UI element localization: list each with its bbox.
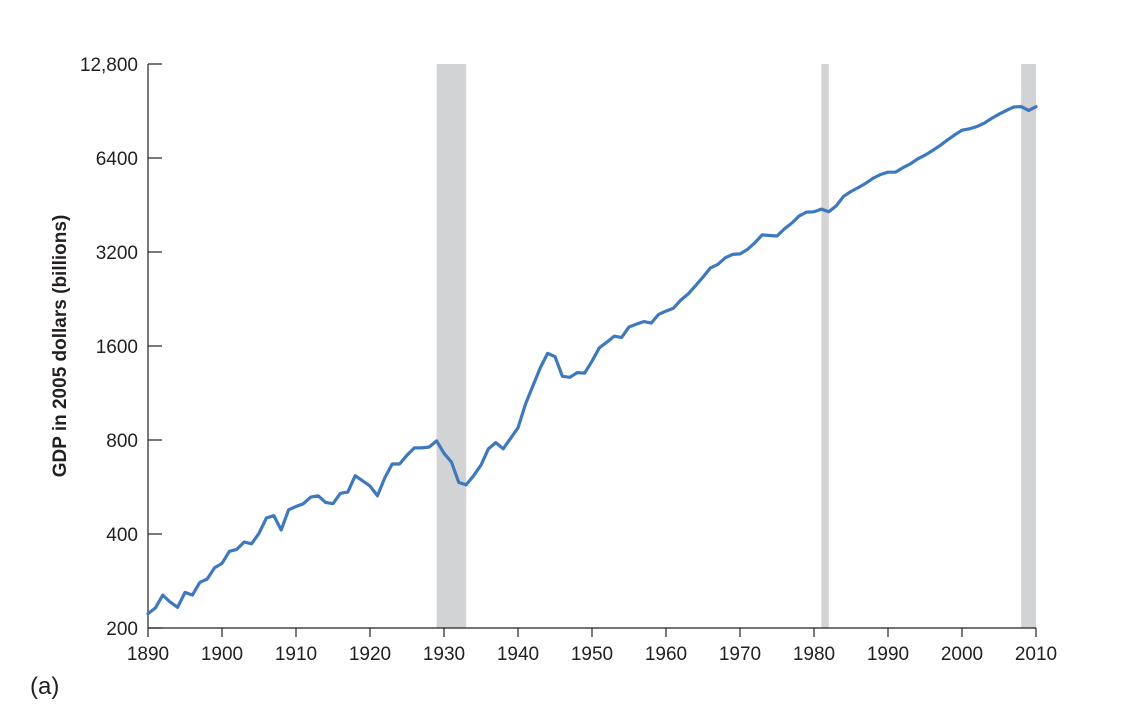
x-tick-label: 1980 bbox=[793, 644, 835, 665]
axes bbox=[147, 64, 1036, 629]
x-tick-label: 1940 bbox=[497, 644, 539, 665]
y-tick-label: 12,800 bbox=[80, 55, 138, 76]
x-tick-label: 1900 bbox=[201, 644, 243, 665]
x-tick-label: 1930 bbox=[423, 644, 465, 665]
y-tick-label: 800 bbox=[106, 431, 138, 452]
y-axis-ticks: 200 400 800 1600 3200 6400 12,800 bbox=[80, 55, 162, 640]
y-tick-label: 400 bbox=[106, 525, 138, 546]
recession-band-1929 bbox=[436, 64, 467, 628]
y-tick-label: 3200 bbox=[96, 243, 138, 264]
x-tick-label: 1910 bbox=[275, 644, 317, 665]
recession-band-2008 bbox=[1021, 64, 1036, 628]
y-tick-label: 200 bbox=[106, 619, 138, 640]
x-tick-label: 1960 bbox=[645, 644, 687, 665]
x-tick-label: 1970 bbox=[719, 644, 761, 665]
x-tick-label: 1950 bbox=[571, 644, 613, 665]
gdp-series-line bbox=[146, 105, 1038, 616]
recession-bands bbox=[436, 64, 1036, 628]
recession-band-1981 bbox=[821, 64, 829, 628]
x-tick-label: 1990 bbox=[867, 644, 909, 665]
x-tick-label: 2000 bbox=[941, 644, 983, 665]
y-tick-label: 6400 bbox=[96, 149, 138, 170]
x-axis-ticks: 1890 1900 1910 1920 1930 1940 1950 1960 1970 1980… bbox=[127, 628, 1057, 665]
x-tick-label: 1920 bbox=[349, 644, 391, 665]
panel-label: (a) bbox=[30, 673, 59, 700]
x-tick-label: 1890 bbox=[127, 644, 169, 665]
y-axis-title: GDP in 2005 dollars (billions) bbox=[50, 215, 71, 478]
x-tick-label: 2010 bbox=[1015, 644, 1057, 665]
y-tick-label: 1600 bbox=[96, 337, 138, 358]
